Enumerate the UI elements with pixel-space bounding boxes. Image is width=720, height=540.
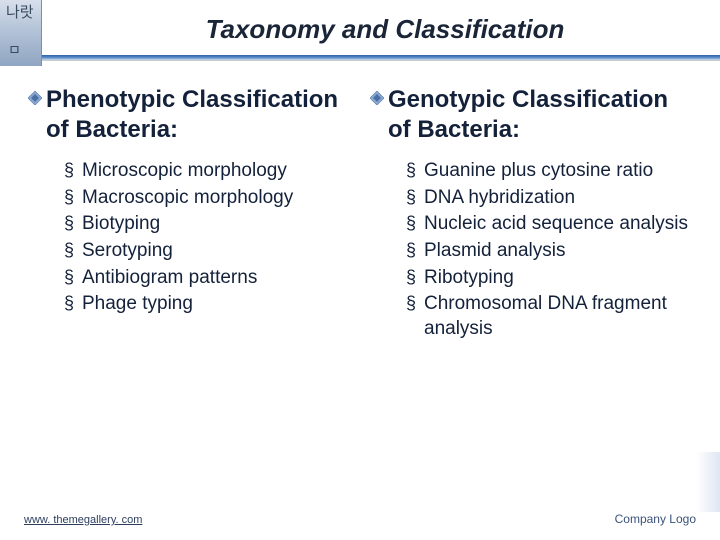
right-list: Guanine plus cytosine ratio DNA hybridiz… — [370, 159, 692, 342]
diamond-icon — [370, 91, 384, 105]
list-item: DNA hybridization — [406, 186, 692, 211]
list-item: Chromosomal DNA fragment analysis — [406, 292, 692, 341]
right-column: Genotypic Classification of Bacteria: Gu… — [370, 85, 692, 344]
footer-link[interactable]: www. themegallery. com — [24, 514, 142, 526]
left-heading-row: Phenotypic Classification of Bacteria: — [28, 85, 350, 145]
list-item: Microscopic morphology — [64, 159, 350, 184]
left-heading: Phenotypic Classification of Bacteria: — [46, 85, 350, 145]
list-item: Plasmid analysis — [406, 239, 692, 264]
right-heading: Genotypic Classification of Bacteria: — [388, 85, 692, 145]
list-item: Serotyping — [64, 239, 350, 264]
right-heading-row: Genotypic Classification of Bacteria: — [370, 85, 692, 145]
list-item: Ribotyping — [406, 266, 692, 291]
content-area: Phenotypic Classification of Bacteria: M… — [0, 61, 720, 344]
left-column: Phenotypic Classification of Bacteria: M… — [28, 85, 350, 344]
list-item: Antibiogram patterns — [64, 266, 350, 291]
list-item: Macroscopic morphology — [64, 186, 350, 211]
list-item: Guanine plus cytosine ratio — [406, 159, 692, 184]
list-item: Biotyping — [64, 212, 350, 237]
corner-accent — [696, 452, 720, 512]
slide-title: Taxonomy and Classification — [70, 14, 700, 45]
title-bar: Taxonomy and Classification — [0, 0, 720, 55]
list-item: Phage typing — [64, 292, 350, 317]
footer: www. themegallery. com Company Logo — [0, 512, 720, 526]
diamond-icon — [28, 91, 42, 105]
decorative-strip — [0, 0, 42, 66]
left-list: Microscopic morphology Macroscopic morph… — [28, 159, 350, 317]
list-item: Nucleic acid sequence analysis — [406, 212, 692, 237]
footer-logo: Company Logo — [615, 512, 696, 526]
